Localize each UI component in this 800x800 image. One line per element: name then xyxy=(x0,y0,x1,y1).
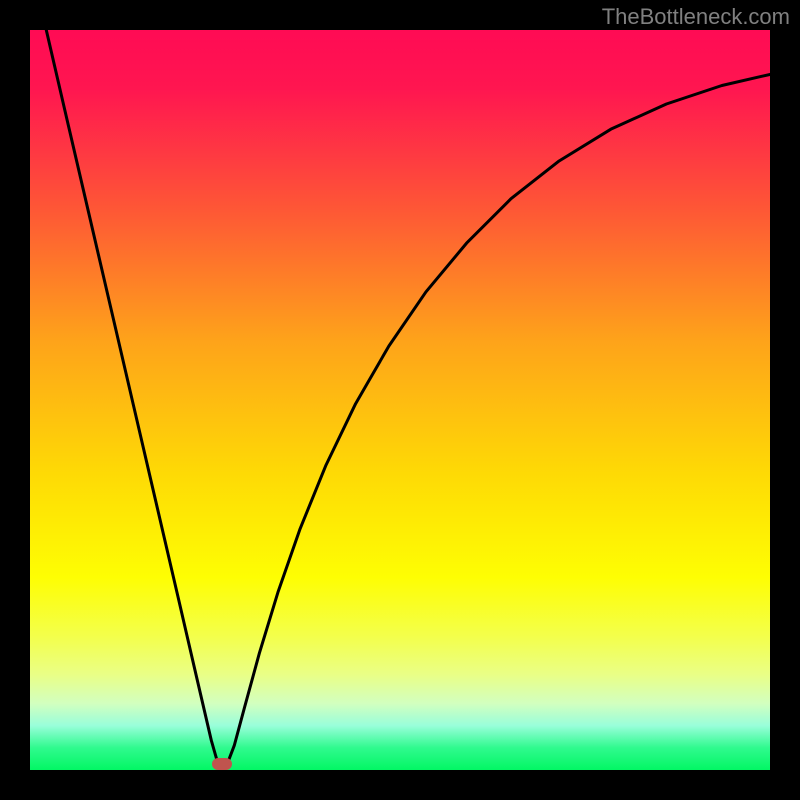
chart-frame: TheBottleneck.com xyxy=(0,0,800,800)
curve-layer xyxy=(30,30,770,770)
plot-area xyxy=(30,30,770,770)
bottleneck-curve xyxy=(46,30,770,766)
watermark-text: TheBottleneck.com xyxy=(602,4,790,30)
optimum-marker xyxy=(212,758,232,770)
